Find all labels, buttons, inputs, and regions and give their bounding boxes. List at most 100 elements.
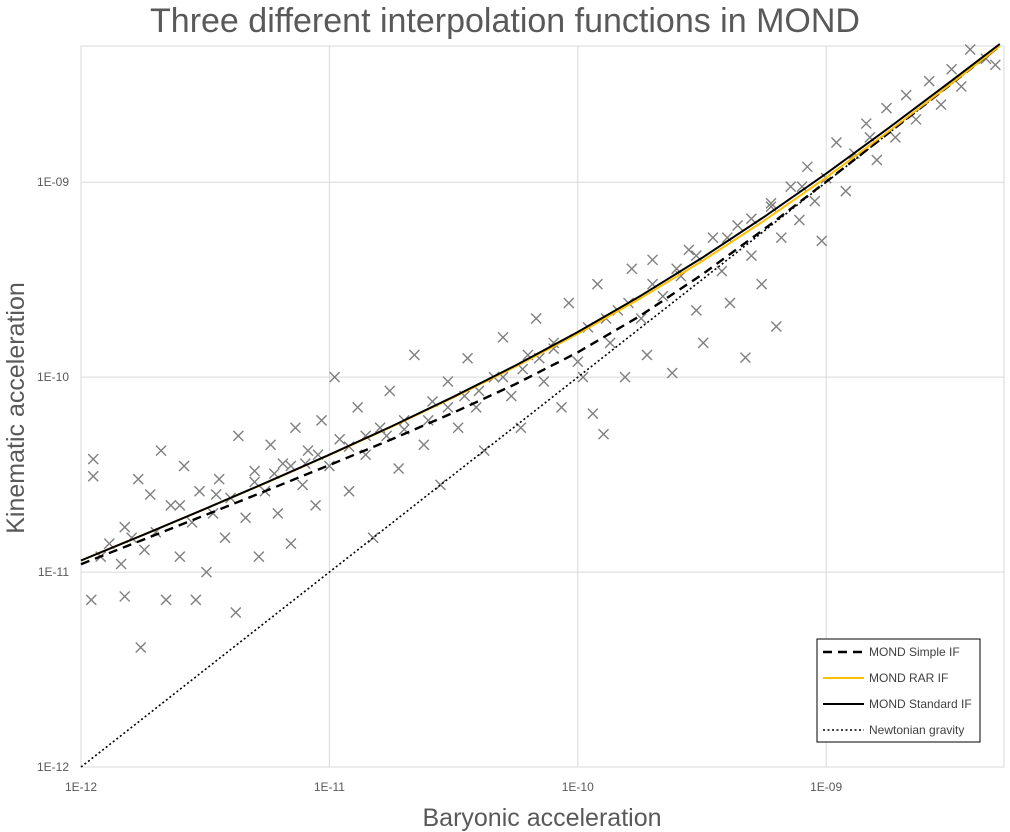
scatter-point	[285, 538, 297, 550]
scatter-point	[174, 499, 186, 511]
scatter-point	[955, 80, 967, 92]
scatter-point	[178, 460, 190, 472]
scatter-point	[138, 544, 150, 556]
scatter-point	[910, 113, 922, 125]
scatter-point	[194, 485, 206, 497]
scatter-point	[367, 532, 379, 544]
scatter-point	[830, 136, 842, 148]
y-tick-label: 1E-12	[37, 760, 69, 774]
scatter-point	[864, 131, 876, 143]
scatter-point	[577, 371, 589, 383]
scatter-point	[302, 445, 314, 457]
scatter-point	[210, 489, 222, 501]
scatter-point	[745, 250, 757, 262]
series-line-mond-rar-if	[80, 45, 1001, 562]
series-line-mond-simple-if	[80, 45, 1001, 566]
scatter-point	[253, 551, 265, 563]
y-axis-title: Kinematic acceleration	[2, 282, 30, 534]
scatter-point	[249, 465, 261, 477]
scatter-point	[619, 371, 631, 383]
scatter-point	[452, 422, 464, 434]
scatter-point	[160, 594, 172, 606]
y-tick-label: 1E-11	[38, 565, 69, 579]
legend-label: MOND Standard IF	[869, 697, 972, 711]
x-tick-label: 1E-09	[810, 780, 842, 794]
scatter-point	[598, 428, 610, 440]
scatter-point	[538, 376, 550, 387]
scatter-point	[190, 594, 202, 606]
scatter-point	[265, 439, 277, 451]
scatter-point	[626, 263, 638, 275]
scatter-point	[442, 401, 454, 413]
x-tick-labels: 1E-12 1E-11 1E-10 1E-09	[65, 780, 843, 794]
scatter-point	[860, 118, 872, 130]
scatter-point	[434, 479, 446, 491]
y-tick-label: 1E-09	[37, 175, 69, 189]
scatter-point	[144, 489, 156, 501]
scatter-point	[174, 551, 186, 563]
scatter-point	[980, 53, 992, 65]
scatter-point	[871, 154, 883, 166]
scatter-point	[334, 433, 346, 445]
scatter-point	[732, 219, 744, 231]
scatter-point	[213, 473, 225, 485]
scatter-point	[716, 265, 728, 277]
curves	[80, 43, 1001, 768]
scatter-point	[946, 63, 958, 75]
scatter-point	[132, 473, 144, 485]
scatter-point	[297, 479, 309, 491]
scatter-point	[724, 297, 736, 309]
scatter-point	[473, 385, 485, 397]
legend-label: MOND Simple IF	[869, 645, 960, 659]
scatter-point	[563, 297, 575, 309]
y-tick-labels: 1E-12 1E-11 1E-10 1E-09	[37, 175, 69, 774]
scatter-point	[530, 312, 542, 324]
scatter-point	[739, 352, 751, 364]
series-line-mond-standard-if	[80, 43, 1001, 562]
scatter-point	[647, 254, 659, 266]
scatter-point	[442, 376, 454, 387]
scatter-point	[289, 422, 301, 434]
scatter-point	[478, 445, 490, 457]
chart-title: Three different interpolation functions …	[150, 2, 860, 40]
scatter-point	[756, 278, 768, 290]
scatter-point	[556, 401, 567, 413]
scatter-point	[816, 235, 828, 247]
scatter-point	[497, 331, 509, 343]
scatter-point	[587, 408, 599, 420]
scatter-point	[641, 349, 653, 361]
scatter-point	[793, 214, 805, 226]
scatter-point	[707, 232, 719, 244]
scatter-point	[329, 371, 341, 383]
scatter-point	[230, 607, 242, 619]
scatter-point	[207, 507, 219, 519]
scatter-point	[697, 337, 709, 349]
scatter-point	[690, 304, 702, 316]
scatter-point	[115, 558, 127, 570]
scatter-point	[765, 197, 777, 209]
scatter-point	[604, 337, 616, 349]
scatter-point	[770, 320, 782, 332]
scatter-point	[809, 195, 821, 207]
legend: MOND Simple IF MOND RAR IF MOND Standard I…	[816, 638, 981, 743]
scatter-point	[135, 642, 147, 654]
scatter-point	[840, 185, 852, 197]
legend-label: Newtonian gravity	[869, 723, 964, 737]
series-line-newtonian-gravity	[80, 45, 1001, 768]
scatter-point	[591, 278, 603, 290]
scatter-point	[343, 485, 355, 497]
scatter-point	[316, 414, 328, 426]
scatter-point	[272, 507, 284, 519]
x-axis-title: Baryonic acceleration	[422, 804, 661, 832]
scatter-point	[721, 232, 733, 244]
scatter-point	[462, 352, 474, 364]
scatter-point	[87, 470, 99, 482]
x-tick-label: 1E-12	[65, 780, 97, 794]
scatter-point	[240, 512, 252, 524]
x-tick-label: 1E-10	[562, 780, 594, 794]
scatter-points	[85, 43, 1001, 654]
scatter-point	[422, 414, 434, 426]
scatter-point	[200, 566, 212, 578]
scatter-point	[418, 439, 430, 451]
